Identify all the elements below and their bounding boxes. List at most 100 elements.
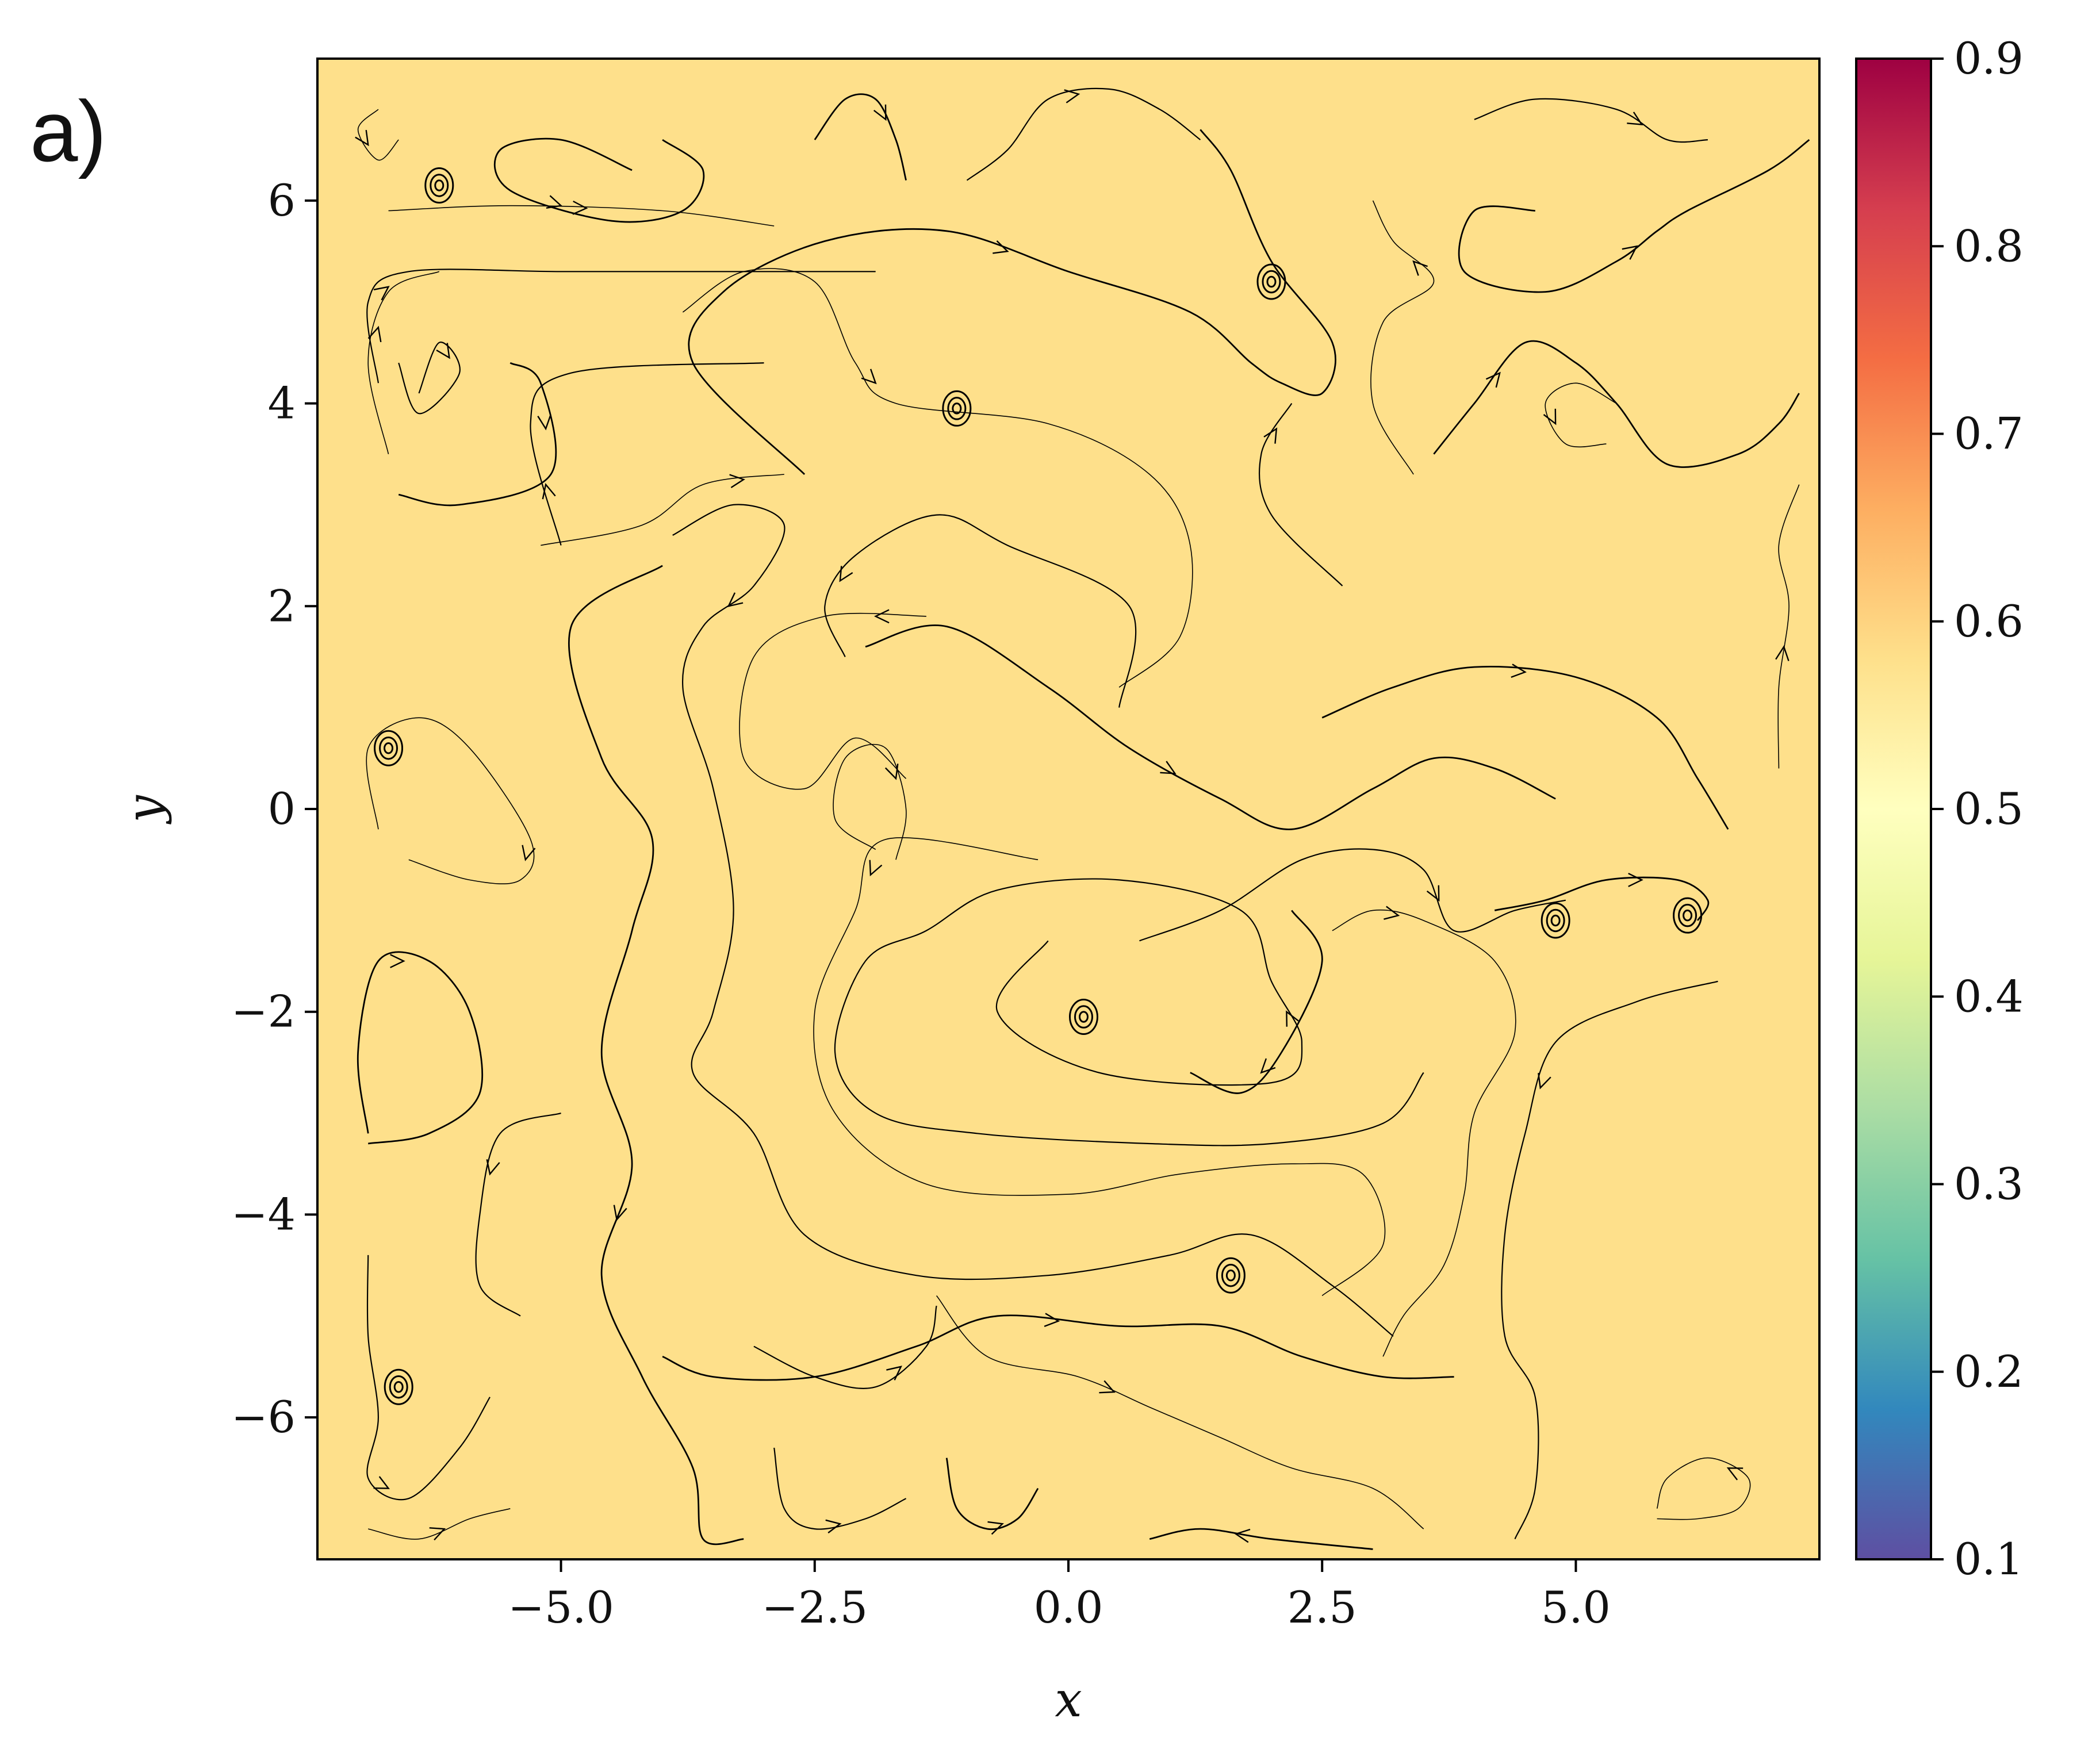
streamline-layer <box>355 87 1810 1550</box>
colorbar-tick-label: 0.9 <box>1954 33 2024 84</box>
streamline <box>1474 98 1708 143</box>
y-tick-label: 4 <box>268 378 296 429</box>
x-tick-label: −5.0 <box>508 1582 614 1633</box>
streamline <box>1458 139 1810 293</box>
vortex-center <box>1541 902 1570 939</box>
streamline-arrow <box>1775 645 1790 661</box>
streamline-arrow <box>1286 1010 1299 1027</box>
y-tick-label: 0 <box>268 783 296 834</box>
y-tick-label: 6 <box>268 175 296 226</box>
streamline-arrow <box>355 129 369 147</box>
streamline <box>568 565 744 1546</box>
streamline <box>672 504 1394 1337</box>
streamline <box>1149 1528 1373 1550</box>
streamline-arrow <box>1511 664 1527 678</box>
streamline <box>936 1295 1424 1529</box>
streamline <box>865 624 1556 830</box>
streamline <box>541 474 784 546</box>
streamline <box>945 1458 1039 1531</box>
streamline <box>1190 910 1323 1094</box>
streamline-arrow <box>861 369 877 385</box>
vortex-center <box>1546 908 1565 933</box>
vortex-center <box>1078 1011 1089 1023</box>
streamline-arrow <box>1622 245 1638 260</box>
streamline <box>688 129 1336 475</box>
x-axis: −5.0 −2.5 0.0 2.5 5.0 <box>508 1559 1611 1633</box>
colorbar-tick-label: 0.5 <box>1954 783 2024 834</box>
streamline-arrow <box>1412 260 1428 276</box>
colorbar-tick-label: 0.2 <box>1954 1346 2024 1397</box>
colorbar: 0.1 0.2 0.3 0.4 0.5 0.6 0.7 0.8 0.9 <box>1855 33 2024 1585</box>
streamline <box>753 1305 937 1389</box>
plot-area <box>316 57 1821 1560</box>
streamline <box>1370 200 1435 475</box>
vortex-center <box>384 1368 413 1405</box>
x-tick-label: −2.5 <box>762 1582 868 1633</box>
y-tick-label: −4 <box>231 1188 296 1240</box>
streamline-arrow <box>1260 1058 1276 1074</box>
colorbar-tick-label: 0.6 <box>1954 596 2024 647</box>
streamline <box>367 271 440 454</box>
x-tick-label: 0.0 <box>1034 1582 1103 1633</box>
vortex-center <box>952 402 962 415</box>
panel-label: a) <box>30 83 106 179</box>
y-axis-label: y <box>116 795 173 825</box>
streamline-arrow <box>1044 1313 1060 1328</box>
vortex-center <box>942 390 972 427</box>
streamline-arrow <box>542 483 556 500</box>
colorbar-tick-label: 0.7 <box>1954 408 2024 459</box>
streamline-arrow <box>886 1366 902 1380</box>
streamline-arrow <box>1543 408 1557 425</box>
vortex-center <box>1221 1263 1240 1287</box>
streamline-arrow <box>1627 112 1643 126</box>
colorbar-fill <box>1856 59 1931 1559</box>
streamline-arrow <box>1485 371 1501 388</box>
streamline-arrow <box>522 845 536 861</box>
streamline <box>682 268 1193 688</box>
streamline <box>739 612 926 790</box>
streamline <box>662 1314 1454 1381</box>
streamline-arrow <box>436 343 450 359</box>
streamline-arrow <box>1726 1467 1744 1481</box>
x-tick-label: 2.5 <box>1288 1582 1357 1633</box>
vortex-center <box>430 174 449 197</box>
streamline-arrow <box>1384 906 1400 920</box>
streamline-arrow <box>572 200 588 215</box>
heatmap-field <box>317 59 1819 1559</box>
colorbar-tick-label: 0.3 <box>1954 1159 2024 1210</box>
streamline <box>475 1113 561 1317</box>
streamline <box>833 743 907 860</box>
streamline-arrow <box>1064 89 1080 103</box>
vortex-center <box>1550 914 1561 927</box>
streamline-arrow <box>873 104 887 121</box>
vortex-center <box>393 1380 404 1393</box>
streamline-arrow <box>429 1527 446 1541</box>
x-tick-label: 5.0 <box>1541 1582 1611 1633</box>
streamline <box>1321 665 1729 830</box>
streamline-arrow <box>1538 1073 1551 1090</box>
colorbar-tick-label: 0.1 <box>1954 1533 2024 1585</box>
vortex-center <box>1216 1257 1246 1294</box>
streamline <box>834 878 1424 1146</box>
streamline <box>1501 980 1718 1540</box>
streamline <box>366 269 876 384</box>
colorbar-ticks: 0.1 0.2 0.3 0.4 0.5 0.6 0.7 0.8 0.9 <box>1931 33 2024 1585</box>
streamline <box>814 93 907 181</box>
streamline-arrow <box>727 592 744 608</box>
streamline <box>530 362 764 546</box>
streamline-arrow <box>987 1521 1004 1535</box>
streamline-arrow <box>367 325 382 343</box>
y-tick-label: 2 <box>268 580 296 631</box>
streamline-arrow <box>373 1476 390 1489</box>
streamline-arrow <box>1160 761 1177 774</box>
streamline <box>366 1255 491 1501</box>
streamline <box>1258 403 1343 586</box>
streamline-arrow <box>546 195 563 209</box>
streamline-arrow <box>869 860 883 877</box>
streamline <box>824 514 1137 708</box>
streamline <box>366 717 535 884</box>
vortex-center <box>947 397 967 420</box>
streamline <box>357 109 399 161</box>
streamline <box>1332 909 1516 1357</box>
streamline <box>1139 848 1566 942</box>
